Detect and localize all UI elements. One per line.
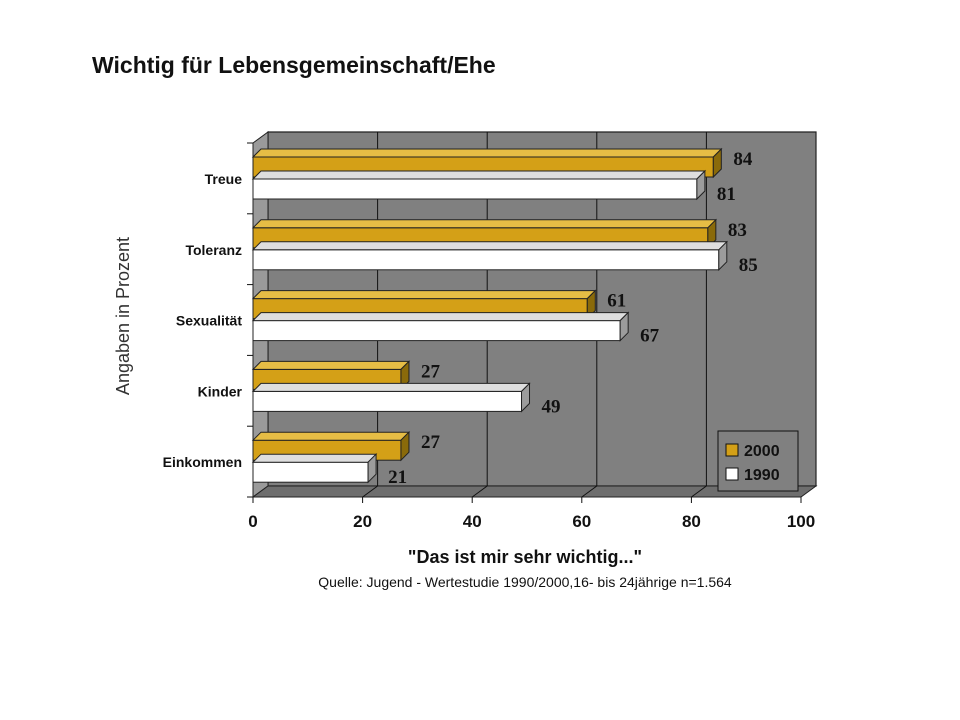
grid-line-floor	[471, 485, 488, 498]
bar-2000-side	[712, 147, 722, 179]
bar-2000-top	[251, 148, 723, 158]
labels: 84 81 Treue 83 85 Toleranz 61 67 Sexualität 27 49 K…	[163, 149, 758, 488]
value-label: 27	[421, 432, 441, 453]
grid-line-floor	[362, 485, 378, 498]
grid-line-floor	[581, 485, 598, 498]
category-label: Treue	[205, 171, 243, 187]
legend: 2000 1990	[717, 430, 799, 492]
value-label: 27	[421, 361, 441, 382]
bar-1990	[251, 169, 707, 201]
bar-2000-top	[251, 431, 411, 441]
value-label: 67	[640, 326, 660, 347]
source-note: Quelle: Jugend - Wertestudie 1990/2000,1…	[318, 574, 732, 590]
x-tick-label: 80	[682, 512, 701, 531]
bar-1990-side	[696, 169, 706, 201]
bar-1990-top	[251, 241, 729, 251]
legend-swatch-1990	[725, 467, 739, 481]
value-label: 49	[542, 396, 561, 417]
bar-1990-front	[252, 320, 621, 342]
bar-1990	[251, 240, 729, 272]
bar-1990-front	[252, 178, 698, 200]
bar-1990	[251, 311, 630, 342]
x-tick-label: 60	[572, 512, 591, 531]
plot-floor	[251, 485, 818, 498]
axes: 0 20 40 60 80 100	[247, 142, 815, 531]
bar-1990-top	[251, 453, 378, 463]
value-label: 21	[388, 467, 407, 488]
bar-2000-side	[586, 289, 596, 320]
value-label: 81	[717, 184, 736, 205]
value-label: 84	[733, 149, 753, 170]
legend-label-2000: 2000	[744, 443, 780, 460]
category-label: Kinder	[198, 383, 243, 399]
bar-1990-side	[718, 240, 728, 272]
x-axis-label: "Das ist mir sehr wichtig..."	[408, 547, 642, 567]
bar-1990-front	[252, 390, 523, 412]
x-tick-label: 100	[787, 512, 815, 531]
bar-1990-front	[252, 249, 720, 271]
value-label: 85	[739, 255, 758, 276]
legend-swatch-2000	[725, 443, 739, 457]
bar-1990	[251, 382, 531, 413]
bar-2000-side	[707, 218, 717, 250]
bar-2000-top	[251, 290, 597, 300]
x-tick-label: 40	[463, 512, 482, 531]
bars	[251, 147, 729, 484]
grid-line-floor	[691, 485, 707, 498]
x-tick-label: 0	[248, 512, 257, 531]
category-label: Einkommen	[163, 454, 242, 470]
bar-1990	[251, 452, 378, 484]
y-axis-label: Angaben in Prozent	[113, 237, 133, 395]
bar-1990-top	[251, 170, 707, 180]
bar-2000-top	[251, 360, 411, 370]
bar-2000-top	[251, 219, 718, 229]
legend-box	[717, 430, 799, 492]
x-tick-label: 20	[353, 512, 372, 531]
legend-label-1990: 1990	[744, 467, 780, 484]
category-label: Toleranz	[185, 242, 242, 258]
bar-1990-side	[367, 452, 377, 484]
page-title: Wichtig für Lebensgemeinschaft/Ehe	[92, 52, 496, 78]
bar-1990-side	[619, 311, 629, 342]
bar-1990-top	[251, 382, 531, 392]
bar-1990-side	[521, 382, 531, 413]
bar-2000-side	[400, 360, 410, 391]
bar-1990-top	[251, 312, 630, 322]
value-label: 83	[728, 220, 747, 241]
bar-2000-side	[400, 430, 410, 462]
value-label: 61	[607, 291, 626, 312]
category-label: Sexualität	[176, 313, 242, 329]
bar-1990-front	[252, 461, 369, 483]
